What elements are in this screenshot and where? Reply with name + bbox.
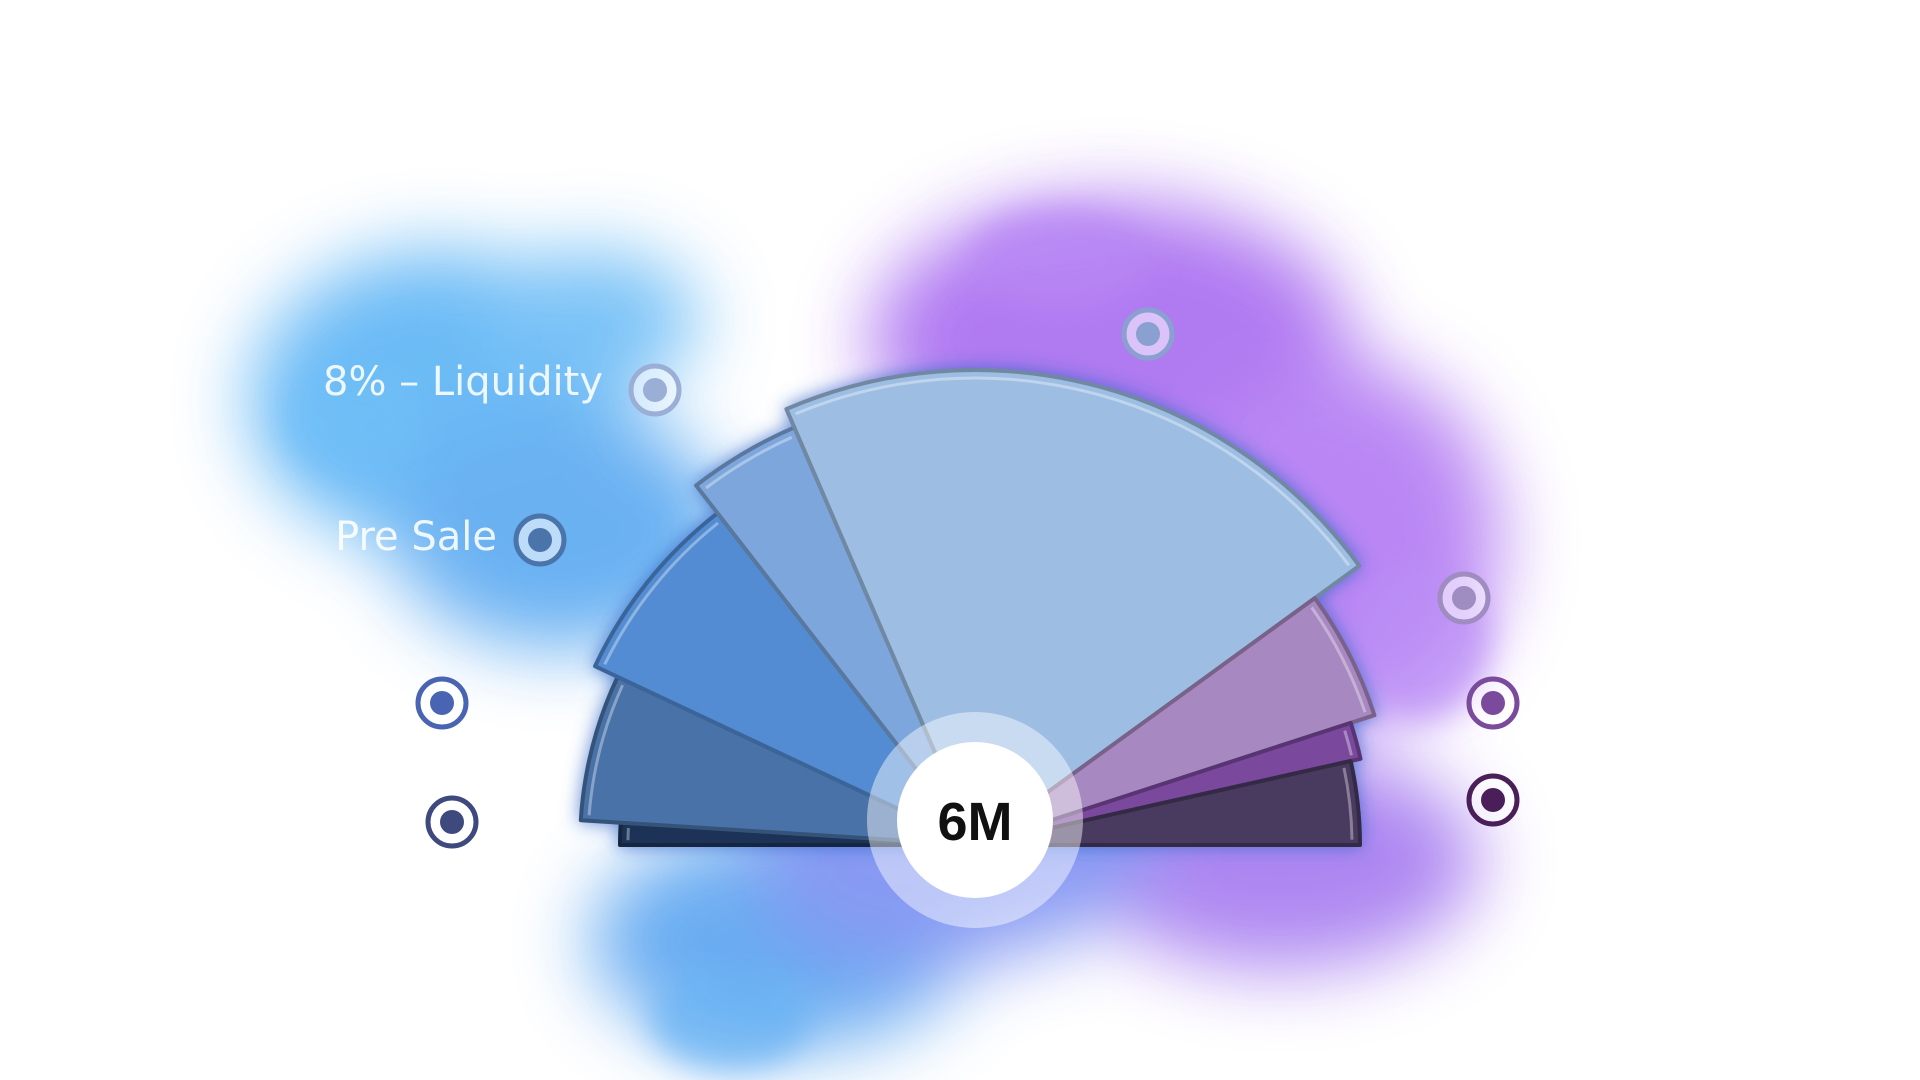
pie-slice-highlight-2 — [587, 684, 624, 816]
pie-slice-highlight-7 — [1343, 730, 1353, 756]
pie-slices — [578, 368, 1377, 847]
slice-label-3: Pre Sale — [335, 514, 497, 560]
slice-marker-3 — [513, 513, 567, 567]
pie-slice-highlight-3 — [603, 521, 719, 666]
slice-label-4: 8% – Liquidity — [323, 359, 603, 405]
slice-marker-4 — [628, 363, 682, 417]
pie-slice-highlight-5 — [794, 376, 1351, 567]
pie-slice-8 — [973, 759, 1362, 847]
slice-marker-5 — [1121, 307, 1175, 361]
slice-markers — [415, 307, 1520, 849]
pie-slice-3 — [593, 511, 977, 847]
pie-slice-highlight-8 — [1342, 767, 1354, 840]
slice-marker-1 — [425, 795, 479, 849]
center-hub: 6M — [867, 712, 1083, 928]
slice-marker-7 — [1466, 676, 1520, 730]
center-total-label: 6M — [937, 792, 1012, 852]
pie-slice-6 — [973, 596, 1377, 847]
slice-marker-6 — [1437, 571, 1491, 625]
slice-labels: Pre Sale 8% – Liquidity — [323, 359, 603, 560]
pie-slice-7 — [973, 720, 1363, 847]
slice-marker-2 — [415, 676, 469, 730]
pie-slice-2 — [578, 674, 977, 847]
pie-slice-highlight-6 — [1310, 606, 1367, 713]
pie-slice-5 — [784, 368, 1362, 847]
pie-slice-highlight-4 — [705, 435, 793, 490]
slice-marker-8 — [1466, 773, 1520, 827]
